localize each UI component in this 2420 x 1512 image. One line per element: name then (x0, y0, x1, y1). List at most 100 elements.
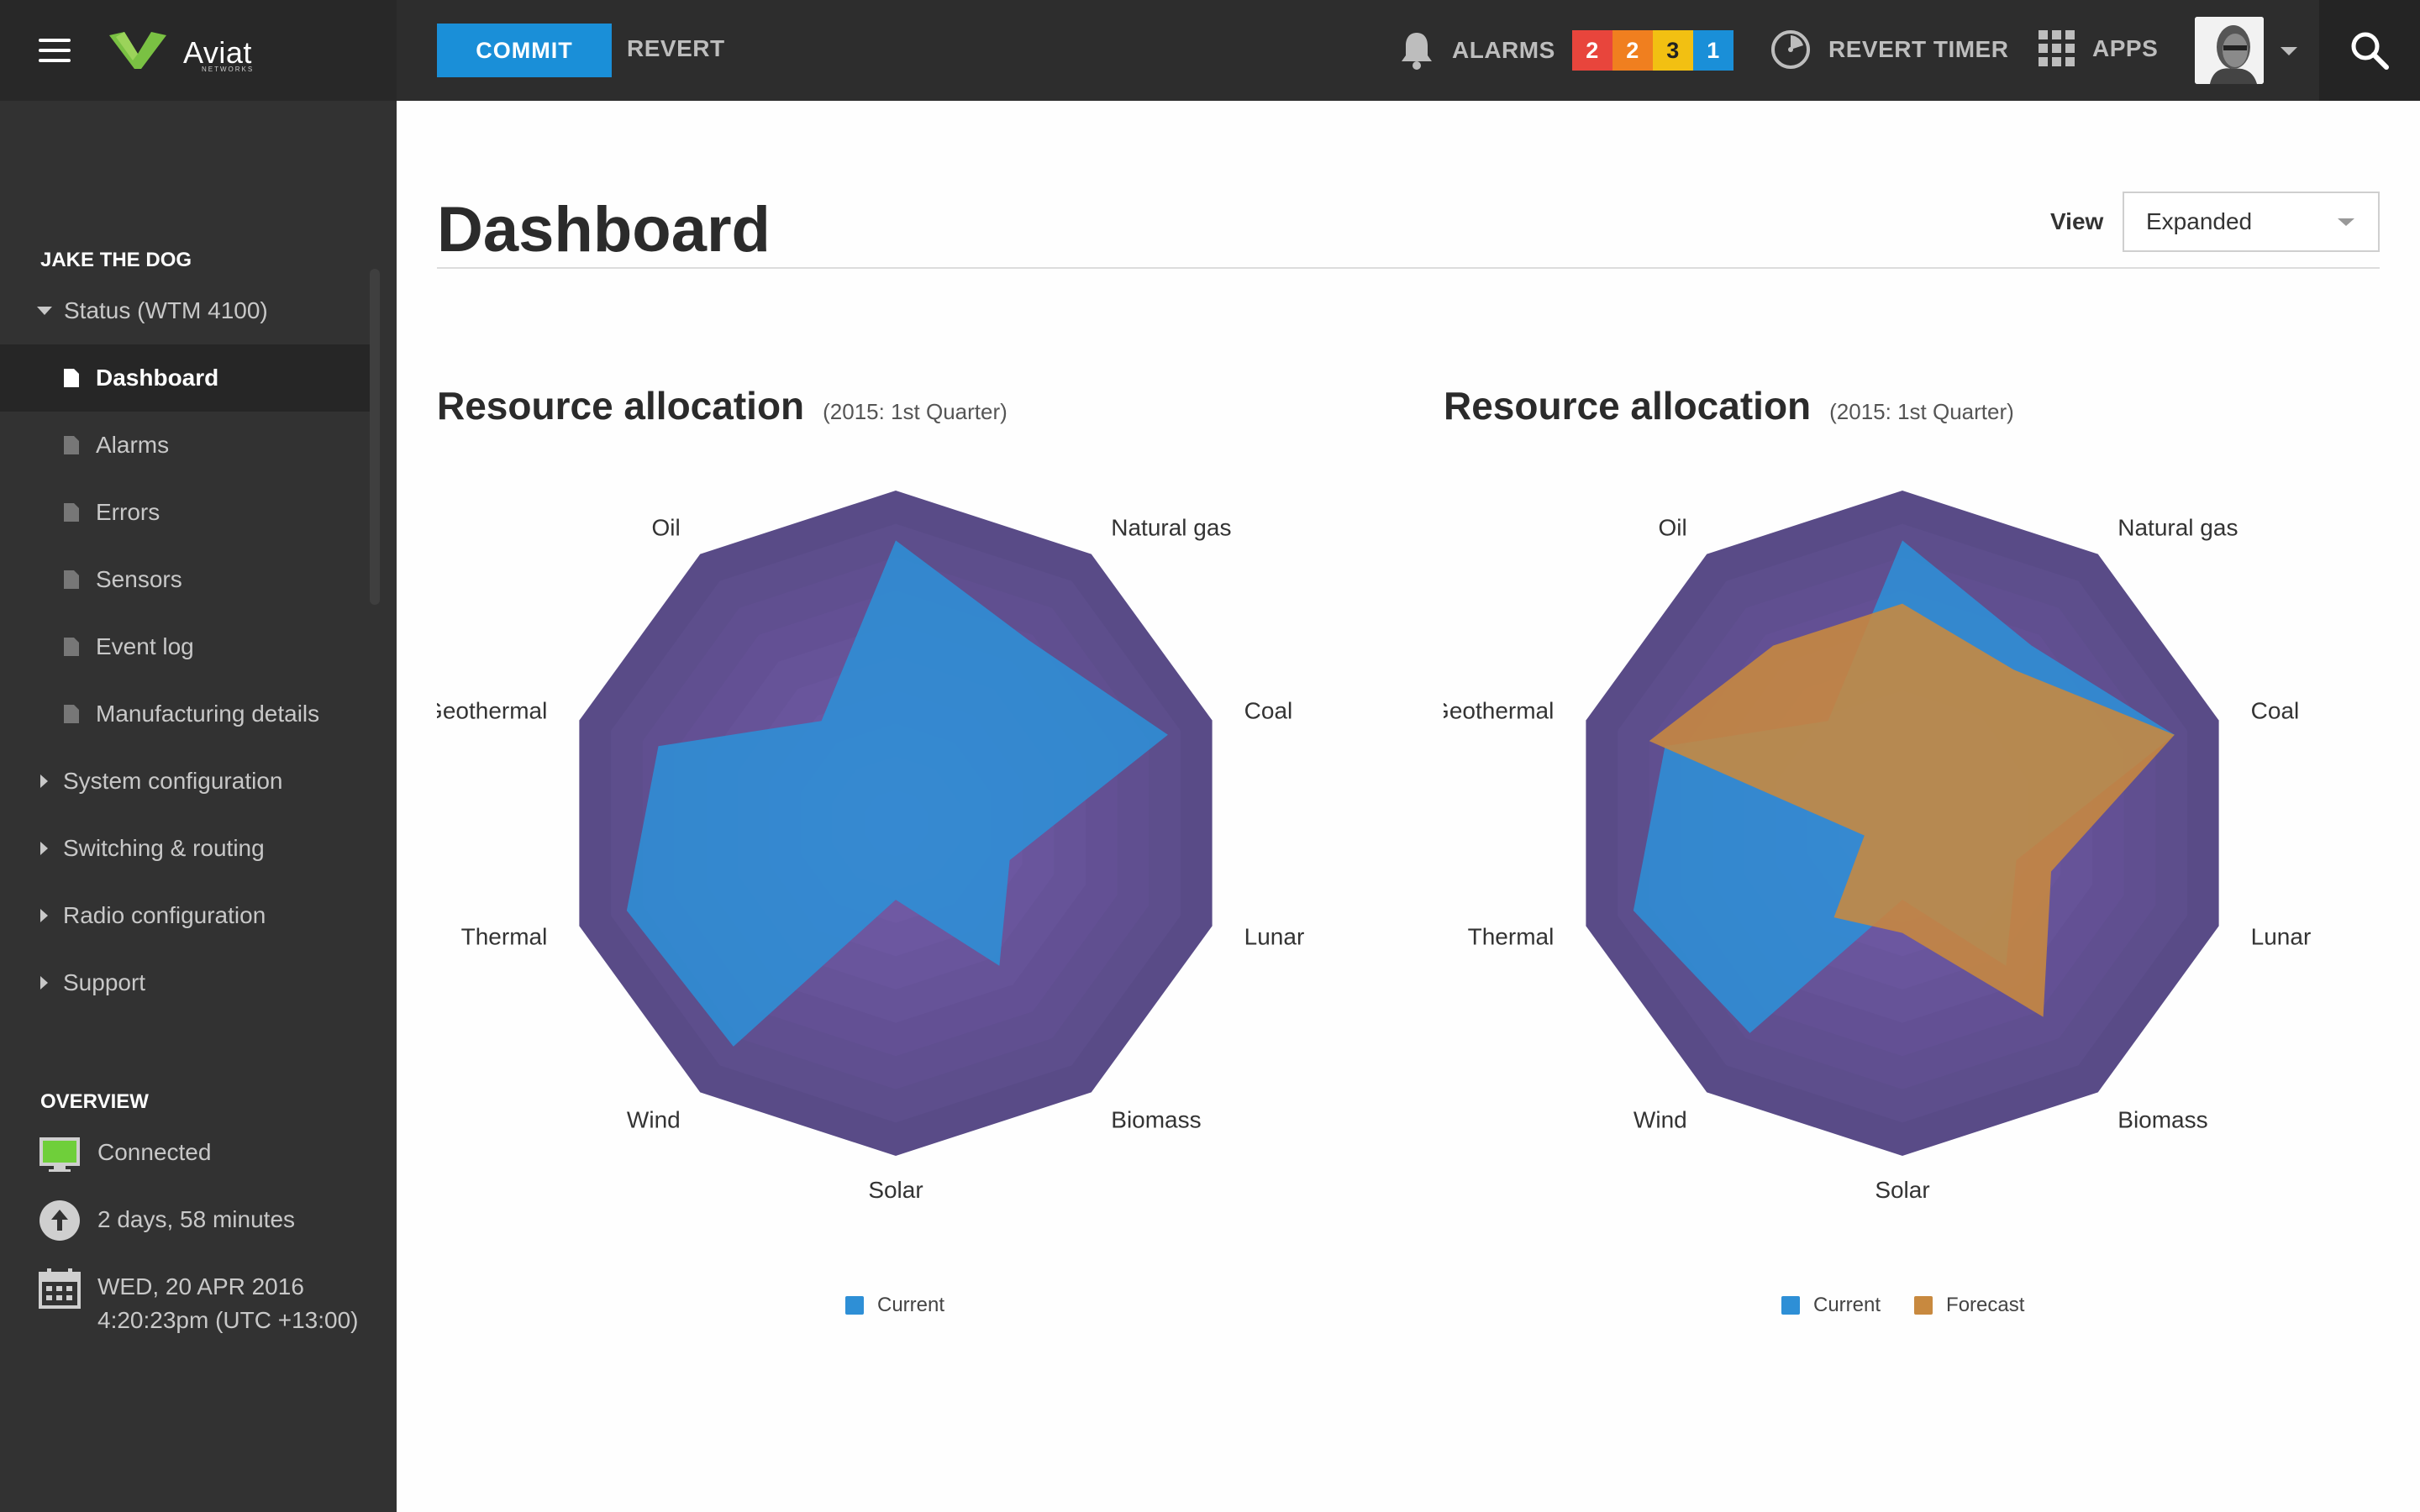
alarm-badges: 2 2 3 1 (1571, 30, 1733, 71)
revert-button[interactable]: REVERT (627, 35, 725, 61)
axis-label-coal: Coal (2251, 697, 2300, 723)
document-icon (64, 705, 79, 723)
chart-title-text: Resource allocation (437, 384, 805, 428)
legend-item-current[interactable]: Current (1781, 1294, 1881, 1317)
axis-label-wind: Wind (1634, 1107, 1687, 1133)
document-icon (64, 503, 79, 522)
chevron-down-icon (37, 307, 52, 315)
sidebar-item-dashboard[interactable]: Dashboard (0, 344, 370, 412)
sidebar-item-manufacturing-details[interactable]: Manufacturing details (0, 680, 370, 748)
legend-label: Current (877, 1294, 945, 1316)
radar-series-current[interactable] (626, 540, 1168, 1047)
radar-chart: HydroNatural gasCoalLunarBiomassSolarWin… (1444, 491, 2312, 1203)
radar-chart: HydroNatural gasCoalLunarBiomassSolarWin… (437, 491, 1305, 1203)
legend-item-forecast[interactable]: Forecast (1914, 1294, 2024, 1317)
monitor-icon (39, 1137, 80, 1172)
sidebar-group-label: Radio configuration (63, 902, 266, 928)
axis-label-natural-gas: Natural gas (2118, 514, 2238, 540)
top-bar: Aviat NETWORKS COMMIT REVERT ALARMS 2 2 … (0, 0, 2420, 101)
document-icon (64, 638, 79, 656)
alarms-group[interactable]: ALARMS 2 2 3 1 (1398, 27, 1733, 74)
radar-series-forecast[interactable] (1649, 603, 2175, 1017)
view-label: View (2050, 208, 2104, 234)
logo-text: Aviat (183, 35, 252, 70)
overview-uptime: 2 days, 58 minutes (39, 1200, 295, 1242)
axis-label-natural-gas: Natural gas (1111, 514, 1231, 540)
document-icon (64, 570, 79, 589)
chart-title: Resource allocation (2015: 1st Quarter) (1444, 383, 2014, 428)
user-menu-caret-icon[interactable] (2281, 47, 2297, 55)
revert-timer-label: REVERT TIMER (1828, 36, 2009, 62)
view-select[interactable]: Expanded (2123, 192, 2380, 252)
search-button[interactable] (2319, 0, 2420, 101)
axis-label-lunar: Lunar (2251, 924, 2312, 950)
chart-title: Resource allocation (2015: 1st Quarter) (437, 383, 1007, 428)
sidebar-item-event-log[interactable]: Event log (0, 613, 370, 680)
alarm-badge-minor[interactable]: 3 (1652, 30, 1693, 71)
chevron-right-icon (40, 909, 48, 922)
alarm-badge-critical[interactable]: 2 (1571, 30, 1612, 71)
aviat-logo-icon (109, 32, 166, 69)
sidebar-item-label: Sensors (96, 566, 182, 592)
sidebar: JAKE THE DOG Status (WTM 4100) Dashboard… (0, 101, 397, 1512)
overview-heading: OVERVIEW (40, 1090, 149, 1113)
user-avatar[interactable] (2195, 17, 2264, 84)
chevron-right-icon (40, 976, 48, 990)
sidebar-item-alarms[interactable]: Alarms (0, 412, 370, 479)
device-heading: JAKE THE DOG (40, 249, 192, 271)
sidebar-group-status[interactable]: Status (WTM 4100) (0, 277, 370, 344)
axis-label-lunar: Lunar (1244, 924, 1305, 950)
legend-label: Current (1813, 1294, 1881, 1316)
chart-subtitle: (2015: 1st Quarter) (823, 399, 1007, 424)
sidebar-group-label: Support (63, 969, 146, 995)
chart-title-text: Resource allocation (1444, 384, 1812, 428)
alarms-label: ALARMS (1452, 37, 1555, 63)
chevron-down-icon (2338, 218, 2354, 226)
axis-label-thermal: Thermal (461, 924, 548, 950)
avatar-photo-icon (2195, 17, 2264, 84)
sidebar-scrollbar[interactable] (370, 269, 380, 605)
calendar-icon (39, 1268, 81, 1309)
sidebar-item-label: Event log (96, 633, 194, 659)
revert-timer[interactable]: REVERT TIMER (1770, 29, 2008, 71)
document-icon (64, 369, 79, 387)
commit-button[interactable]: COMMIT (437, 24, 612, 77)
hamburger-menu-icon[interactable] (39, 39, 71, 62)
apps-label: APPS (2092, 35, 2159, 61)
chevron-right-icon (40, 774, 48, 788)
bell-icon (1402, 33, 1432, 70)
sidebar-item-label: Dashboard (96, 365, 219, 391)
resource-allocation-chart-1: Resource allocation(2015: 1st Quarter) H… (437, 370, 1378, 1344)
sidebar-item-label: Errors (96, 499, 160, 525)
axis-label-wind: Wind (627, 1107, 681, 1133)
document-icon (64, 436, 79, 454)
axis-label-biomass: Biomass (2118, 1107, 2207, 1133)
uptime-arrow-icon (39, 1200, 80, 1241)
sidebar-group-switching-routing[interactable]: Switching & routing (0, 815, 370, 882)
overview-connection: Connected (39, 1132, 211, 1174)
sidebar-group-radio-configuration[interactable]: Radio configuration (0, 882, 370, 949)
legend-swatch (1781, 1296, 1800, 1315)
sidebar-group-support[interactable]: Support (0, 949, 370, 1016)
legend-item-current[interactable]: Current (845, 1294, 944, 1317)
sidebar-item-errors[interactable]: Errors (0, 479, 370, 546)
sidebar-group-system-configuration[interactable]: System configuration (0, 748, 370, 815)
chart-legend: Current (845, 1294, 978, 1317)
page-title: Dashboard (437, 194, 771, 265)
apps-grid-icon (2039, 30, 2075, 66)
uptime-value: 2 days, 58 minutes (97, 1206, 296, 1232)
legend-label: Forecast (1946, 1294, 2025, 1316)
chevron-right-icon (40, 842, 48, 855)
sidebar-item-label: Alarms (96, 432, 170, 458)
alarm-badge-info[interactable]: 1 (1692, 30, 1733, 71)
apps-menu[interactable]: APPS (2039, 30, 2158, 67)
legend-swatch (845, 1296, 864, 1315)
sidebar-item-sensors[interactable]: Sensors (0, 546, 370, 613)
axis-label-oil: Oil (1658, 514, 1686, 540)
alarm-badge-major[interactable]: 2 (1612, 30, 1653, 71)
view-select-value: Expanded (2146, 208, 2253, 234)
axis-label-thermal: Thermal (1468, 924, 1555, 950)
axis-label-biomass: Biomass (1111, 1107, 1201, 1133)
axis-label-solar: Solar (868, 1177, 923, 1203)
